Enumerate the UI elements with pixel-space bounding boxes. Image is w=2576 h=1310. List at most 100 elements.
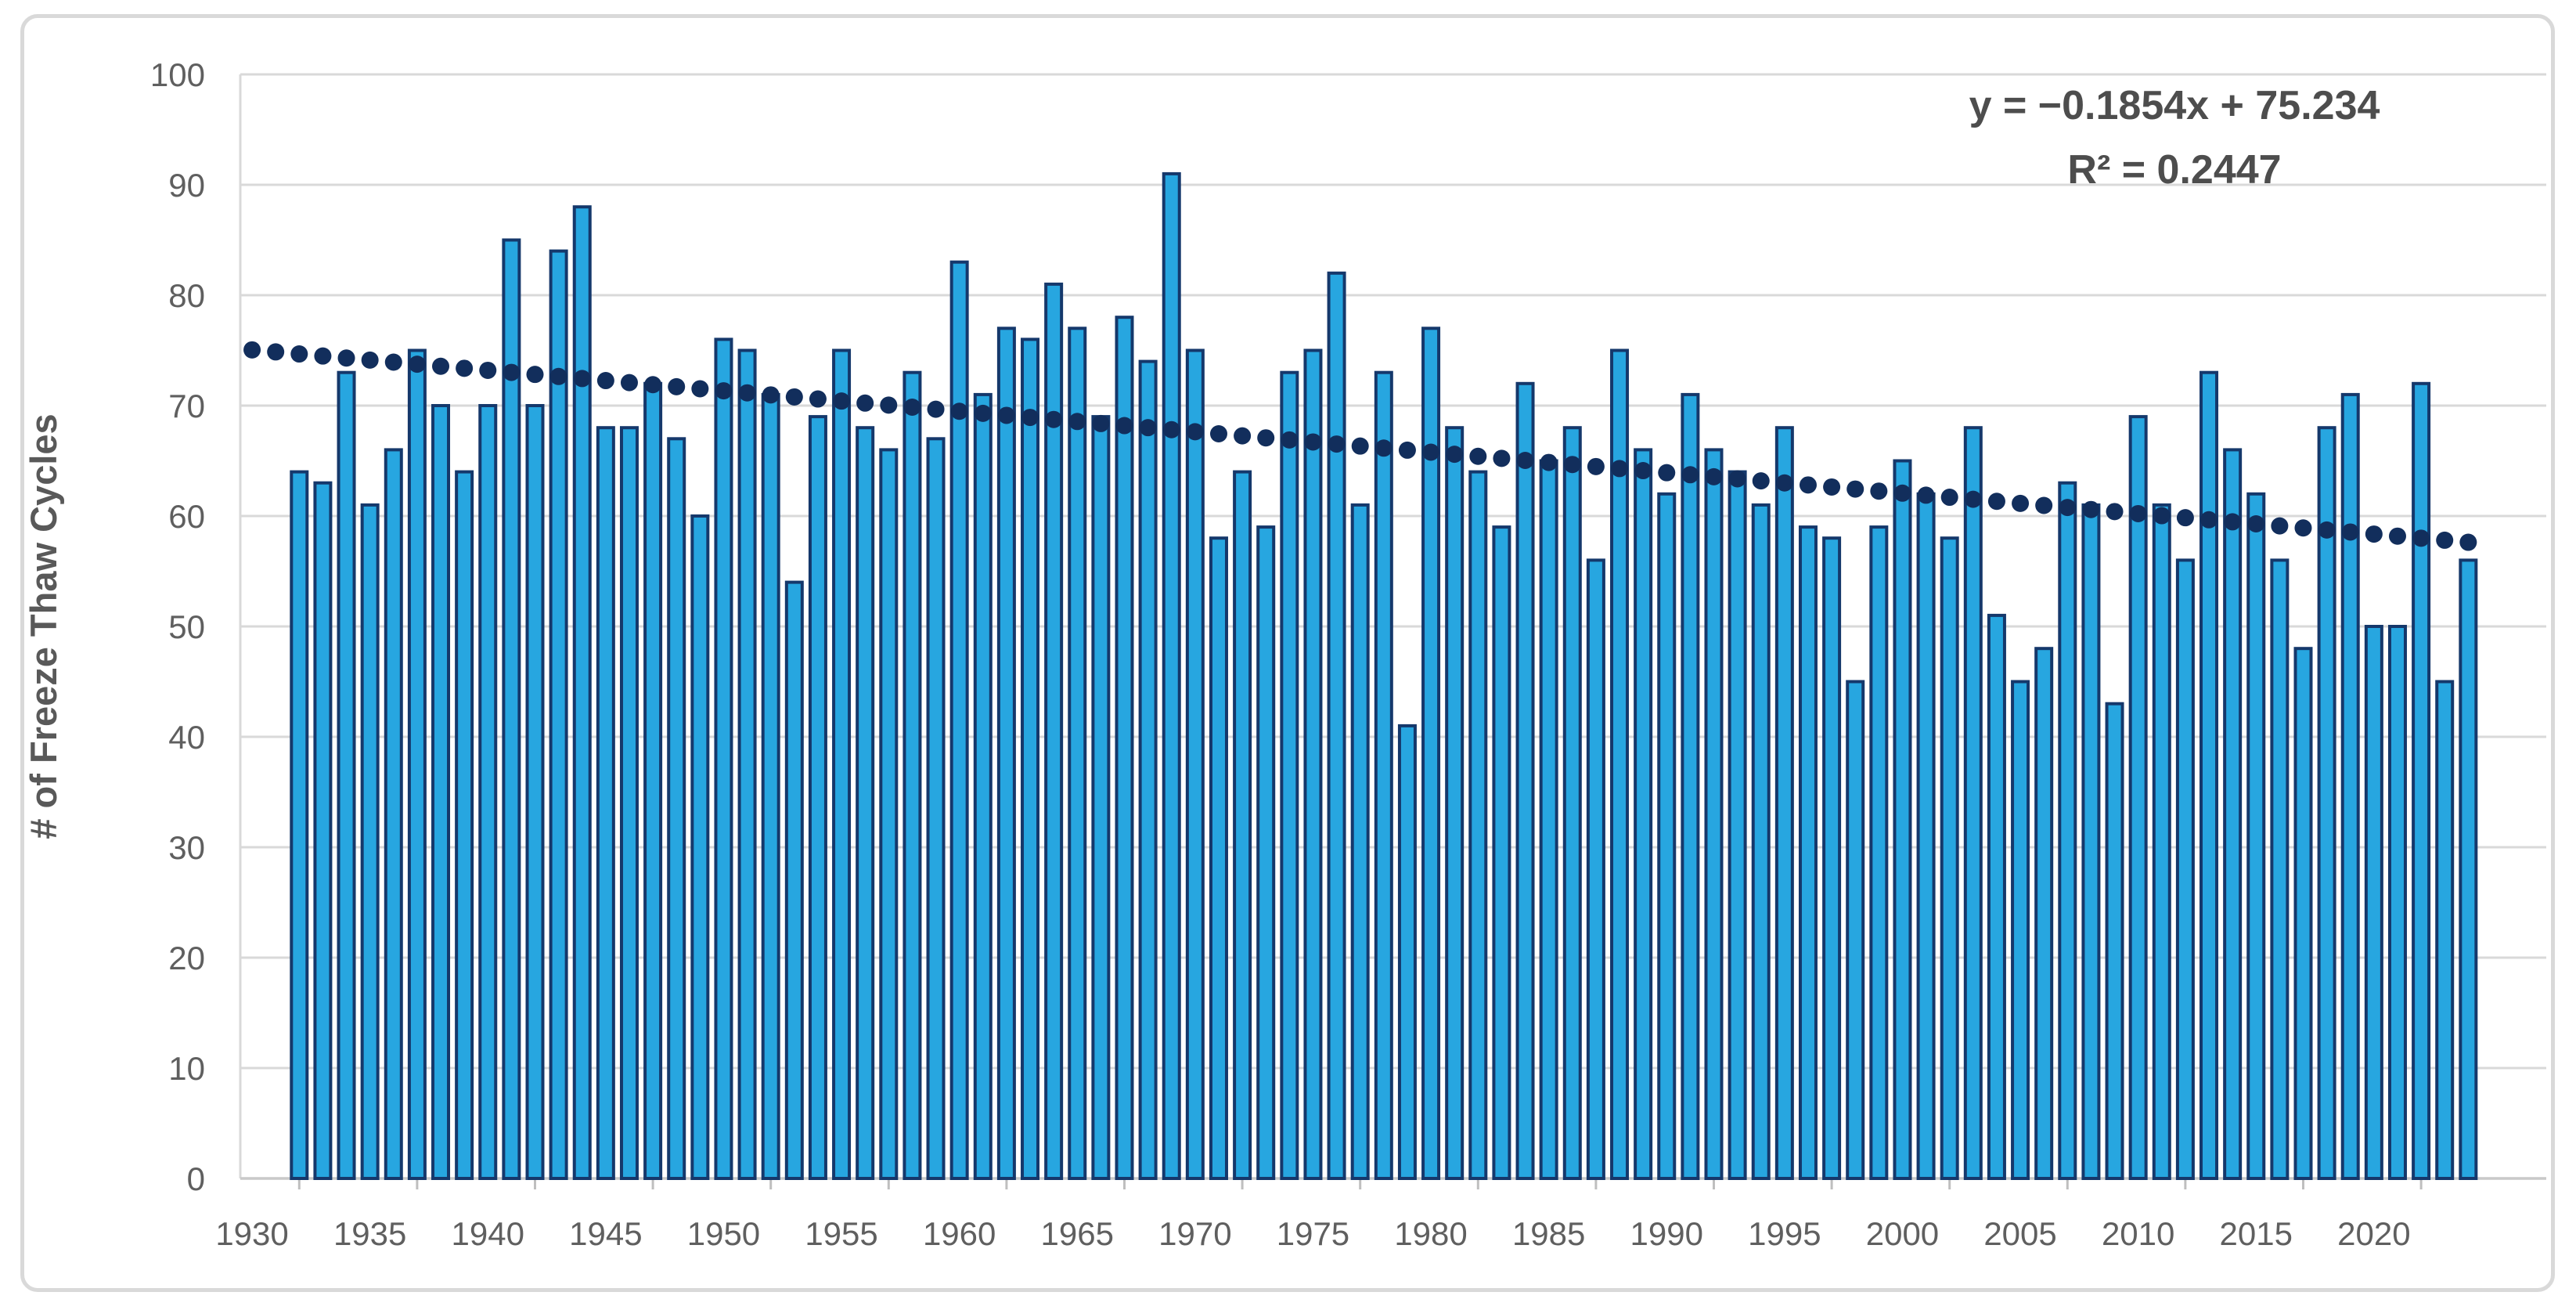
trend-dot-2020 [2365,525,2383,543]
trend-dot-1954 [809,390,827,408]
bar-1974 [1280,370,1299,1181]
trend-dot-1940 [479,361,497,379]
bar-2009 [2105,702,2124,1180]
x-tick-label-1995: 1995 [1748,1215,1821,1252]
bar-2002 [1940,536,1959,1180]
bar-1998 [1846,680,1865,1180]
bar-1988 [1610,348,1630,1180]
trend-dot-1945 [596,372,614,390]
trend-dot-2009 [2106,503,2124,521]
bar-1973 [1256,525,1276,1180]
trend-dot-1942 [526,366,544,384]
x-axis-tick-labels: 1930 1935 1940 1945 1950 1955 1960 1965 1970 1975… [215,1215,2410,1252]
bar-1932 [290,470,309,1180]
bar-2016 [2270,558,2290,1180]
bar-1947 [643,381,663,1180]
trend-dot-1989 [1634,462,1652,480]
x-tick-label-1945: 1945 [569,1215,642,1252]
bar-2004 [1987,613,2006,1180]
bar-1991 [1681,392,1700,1180]
x-tick-label-2000: 2000 [1866,1215,1939,1252]
trend-dot-1931 [267,343,285,361]
bar-2006 [2034,647,2054,1180]
x-tick-label-1970: 1970 [1158,1215,1231,1252]
trend-dot-1948 [668,377,686,395]
bar-2010 [2128,415,2148,1180]
bar-1978 [1374,370,1393,1181]
trend-dot-1969 [1162,420,1180,438]
trend-dot-1988 [1611,460,1629,478]
bar-2023 [2435,680,2455,1180]
bars [290,171,2478,1181]
bar-1975 [1303,348,1323,1180]
bar-2000 [1893,459,1912,1180]
bar-2014 [2223,448,2243,1180]
bar-1954 [808,415,827,1180]
trend-dot-2002 [1940,489,1958,507]
bar-1970 [1185,348,1205,1180]
x-tick-label-1940: 1940 [452,1215,524,1252]
trend-dot-1952 [762,386,780,404]
y-tick-label-60: 60 [168,498,205,535]
trend-dot-1938 [432,357,450,375]
y-tick-label-50: 50 [168,608,205,645]
trend-dot-1984 [1516,451,1534,469]
trend-dot-1963 [1021,409,1039,427]
bar-1992 [1704,448,1724,1180]
bar-2011 [2152,503,2171,1180]
bar-1942 [525,404,545,1180]
bar-1955 [832,348,852,1180]
trend-dot-1966 [1092,414,1110,432]
bar-1994 [1751,503,1771,1180]
trend-dot-1994 [1752,472,1770,490]
trend-dot-2010 [2129,504,2147,522]
trend-dot-1941 [503,363,521,381]
trend-dot-1953 [785,388,803,406]
bar-1965 [1068,327,1087,1180]
trend-dot-1968 [1139,419,1157,437]
y-tick-label-0: 0 [187,1160,205,1197]
y-tick-label-10: 10 [168,1050,205,1087]
trend-dot-1949 [691,380,709,398]
x-tick-label-2020: 2020 [2337,1215,2410,1252]
bar-1981 [1445,426,1465,1180]
x-tick-label-1935: 1935 [333,1215,406,1252]
trend-dot-1943 [549,367,567,385]
bar-1946 [619,426,639,1180]
bar-1980 [1421,327,1441,1180]
bar-1959 [926,437,946,1180]
bar-1951 [737,348,757,1180]
trend-dot-1951 [738,384,756,402]
trend-dot-1964 [1045,410,1063,428]
bar-2007 [2058,481,2077,1180]
bar-1949 [690,514,710,1180]
trend-dot-2004 [1987,493,2005,511]
bar-1982 [1468,470,1488,1180]
trend-dot-1998 [1846,480,1864,498]
bar-1979 [1397,724,1417,1180]
trend-dot-2019 [2341,523,2359,541]
bar-2020 [2364,625,2383,1180]
trend-dot-1939 [456,359,474,377]
trend-dot-1980 [1422,443,1440,461]
trend-dot-1985 [1540,453,1558,471]
bar-1983 [1492,525,1511,1180]
trend-dot-2003 [1964,490,1982,508]
bar-2021 [2387,625,2407,1180]
trend-dot-1990 [1658,464,1676,482]
bar-1987 [1586,558,1605,1180]
trend-dot-1950 [715,382,733,400]
trendline-equation: y = −0.1854x + 75.234 [1969,83,2380,128]
trend-dot-1946 [620,374,638,392]
bar-1935 [360,503,380,1180]
bar-2019 [2340,392,2360,1180]
trend-dot-2021 [2388,527,2406,545]
trend-dot-1971 [1209,424,1227,442]
y-axis-title: # of Freeze Thaw Cycles [23,413,64,839]
x-tick-label-1930: 1930 [215,1215,288,1252]
trend-dot-1970 [1186,423,1204,441]
bar-1963 [1021,337,1040,1180]
y-tick-label-90: 90 [168,167,205,204]
